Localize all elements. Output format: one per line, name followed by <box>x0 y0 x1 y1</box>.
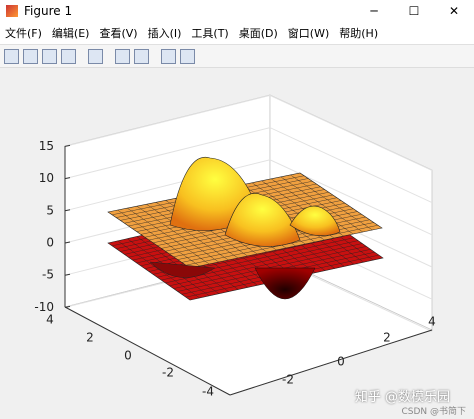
y-tick-label: -2 <box>282 373 294 387</box>
toolbar <box>0 45 474 68</box>
menu-bar: 文件(F) 编辑(E) 查看(V) 插入(I) 工具(T) 桌面(D) 窗口(W) 帮助(H) <box>0 22 474 45</box>
tick-mark <box>64 209 71 212</box>
y-axis <box>229 329 433 396</box>
z-tick-label: -5 <box>42 268 54 282</box>
tool-colorbar[interactable] <box>115 48 130 64</box>
menu-item[interactable]: 桌面(D) <box>238 27 278 40</box>
x-tick-label: -2 <box>162 366 174 380</box>
grid-line <box>64 159 433 236</box>
dip <box>254 267 316 299</box>
y-tick-label: 4 <box>428 315 436 329</box>
y-tick-label: 0 <box>337 355 345 369</box>
grid-line <box>64 94 433 171</box>
z-tick-label: 10 <box>39 171 54 185</box>
tick-mark <box>64 241 71 244</box>
mesh-line <box>169 243 363 286</box>
tool-save[interactable] <box>42 48 57 64</box>
tool-print[interactable] <box>61 48 76 64</box>
lower-bump <box>149 261 216 278</box>
x-tick-label: 4 <box>46 313 54 327</box>
menu-item[interactable]: 编辑(E) <box>51 27 90 40</box>
tool-legend[interactable] <box>134 48 149 64</box>
second-peak <box>224 193 301 247</box>
third-peak <box>289 205 341 237</box>
close[interactable]: ✕ <box>448 4 460 18</box>
x-tick-label: 2 <box>86 331 94 345</box>
y-tick-label: 2 <box>383 331 391 345</box>
minimize[interactable]: ─ <box>370 4 378 18</box>
watermark-csdn: CSDN @书简下 <box>401 407 466 417</box>
tool-open[interactable] <box>23 48 38 64</box>
menu-item[interactable]: 文件(F) <box>5 27 42 40</box>
menu-item[interactable]: 工具(T) <box>191 27 229 40</box>
z-tick-label: 5 <box>46 203 54 217</box>
tool-new[interactable] <box>4 48 19 64</box>
x-axis <box>64 306 231 396</box>
watermark: 知乎 @数模乐园 <box>354 390 450 405</box>
mesh-line <box>280 176 363 233</box>
x-tick-label: -4 <box>202 385 214 399</box>
z-tick-label: 0 <box>46 236 54 250</box>
menu-item[interactable]: 窗口(W) <box>287 27 330 40</box>
maximize[interactable]: ☐ <box>408 4 420 18</box>
tool-link[interactable] <box>88 48 103 64</box>
tool-pointer[interactable] <box>161 48 176 64</box>
tick-mark <box>64 273 71 276</box>
menu-item[interactable]: 插入(I) <box>147 27 182 40</box>
tick-mark <box>64 177 71 180</box>
menu-item[interactable]: 帮助(H) <box>339 27 379 40</box>
z-tick-label: -10 <box>34 300 54 314</box>
mesh-line <box>290 174 373 231</box>
z-tick-label: 15 <box>39 139 54 153</box>
title-bar: Figure 1 ─ ☐ ✕ <box>0 0 474 22</box>
menu-item[interactable]: 查看(V) <box>99 27 138 40</box>
app-icon <box>6 5 18 17</box>
x-tick-label: 0 <box>124 349 132 363</box>
tick-mark <box>64 144 71 147</box>
grid-line <box>64 127 433 204</box>
mesh-line <box>173 246 367 289</box>
tool-property[interactable] <box>180 48 195 64</box>
window-title: Figure 1 <box>24 4 73 18</box>
